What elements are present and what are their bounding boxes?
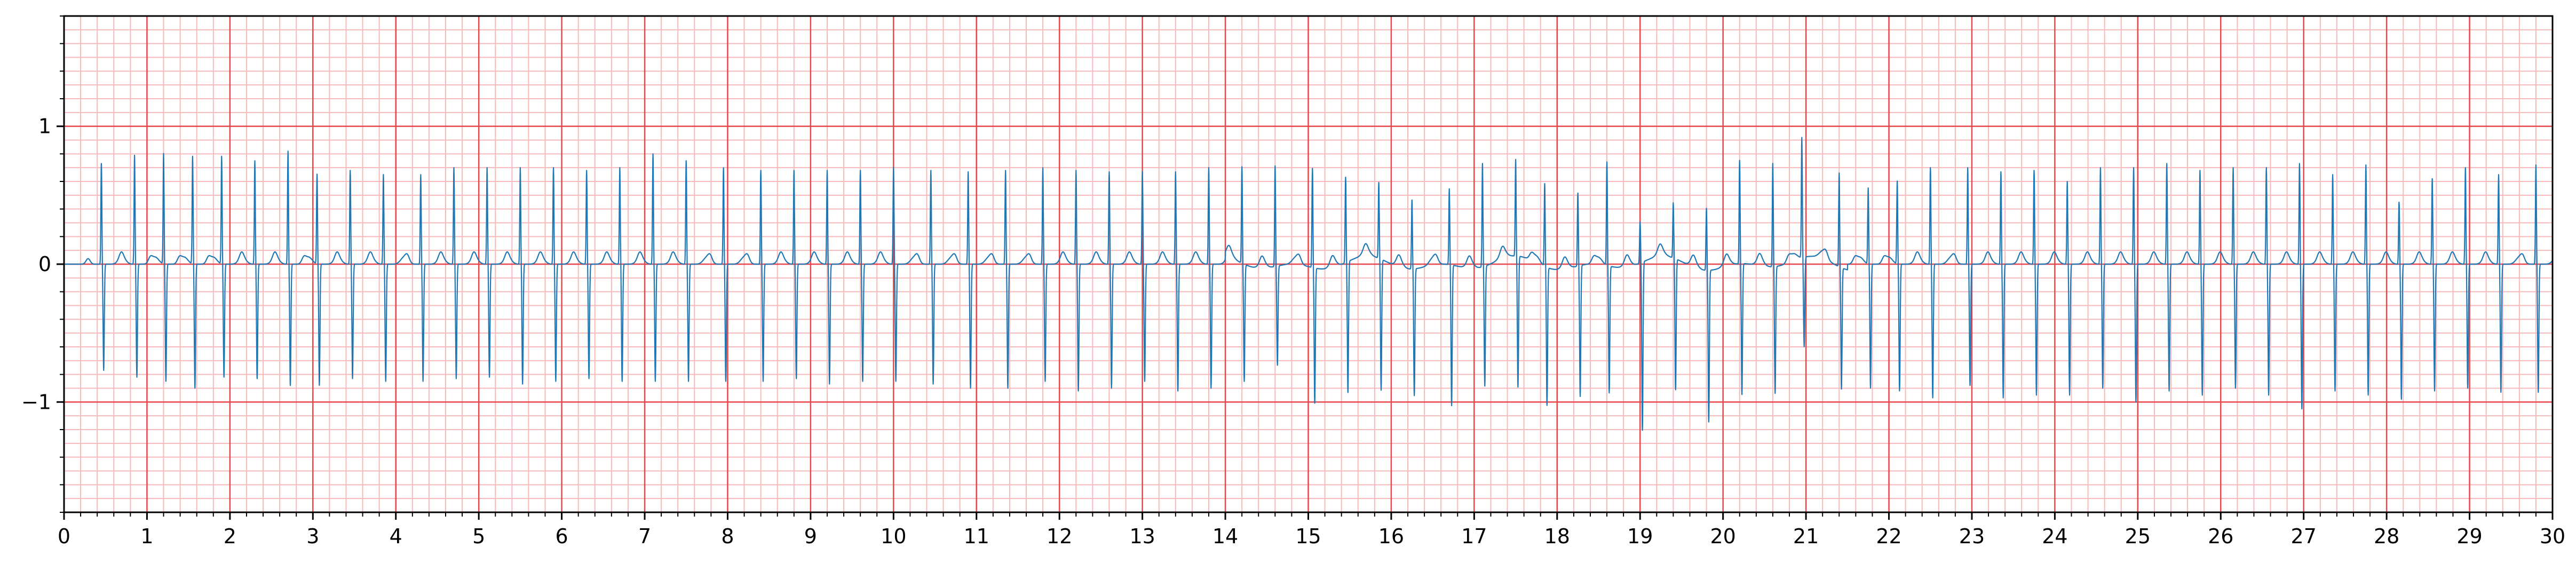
x-tick-label: 4: [390, 525, 402, 548]
y-tick-label: 0: [38, 252, 51, 276]
x-tick-label: 26: [2208, 525, 2233, 548]
ecg-series: [64, 137, 2553, 431]
y-tick-label: −1: [21, 390, 51, 414]
x-tick-label: 28: [2374, 525, 2399, 548]
x-tick-label: 3: [306, 525, 319, 548]
x-tick-label: 8: [721, 525, 734, 548]
x-tick-label: 17: [1461, 525, 1487, 548]
x-tick-label: 2: [224, 525, 236, 548]
x-tick-label: 15: [1295, 525, 1321, 548]
x-tick-label: 25: [2125, 525, 2151, 548]
y-axis: −1 0 1: [21, 15, 64, 513]
x-tick-label: 20: [1710, 525, 1735, 548]
x-tick-label: 11: [964, 525, 989, 548]
x-tick-label: 16: [1378, 525, 1404, 548]
x-tick-label: 27: [2291, 525, 2317, 548]
x-tick-label: 1: [140, 525, 153, 548]
x-tick-label: 7: [638, 525, 651, 548]
x-tick-label: 24: [2042, 525, 2067, 548]
ecg-line: [64, 137, 2553, 431]
x-tick-label: 29: [2456, 525, 2482, 548]
x-tick-label: 30: [2540, 525, 2565, 548]
x-tick-label: 18: [1544, 525, 1570, 548]
x-tick-label: 6: [556, 525, 568, 548]
x-tick-label: 19: [1627, 525, 1653, 548]
x-tick-label: 10: [881, 525, 906, 548]
x-tick-label: 13: [1129, 525, 1155, 548]
x-tick-label: 9: [804, 525, 817, 548]
x-tick-label: 5: [472, 525, 485, 548]
x-tick-label: 0: [58, 525, 70, 548]
x-axis: 0 1 2 3 4 5 6 7 8 9 10 11 12 13 14 15 16 17 18 19 20 21 22 23 24…: [58, 512, 2565, 548]
x-tick-label: 22: [1876, 525, 1901, 548]
x-tick-label: 14: [1212, 525, 1238, 548]
x-tick-label: 23: [1959, 525, 1985, 548]
x-tick-label: 12: [1047, 525, 1072, 548]
x-tick-label: 21: [1793, 525, 1819, 548]
y-tick-label: 1: [38, 115, 51, 138]
